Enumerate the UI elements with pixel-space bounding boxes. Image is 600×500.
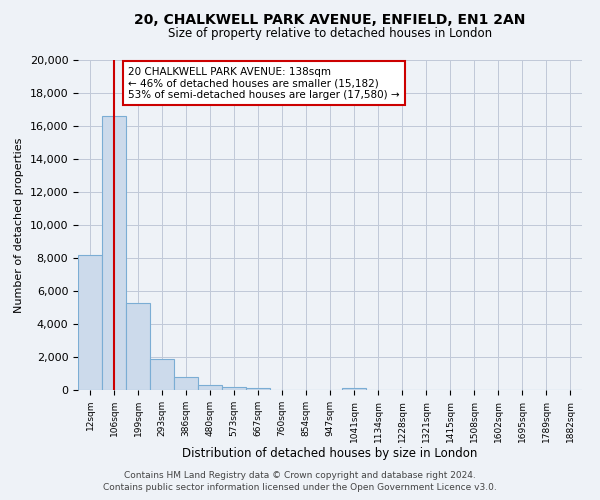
Bar — [174, 377, 198, 390]
Bar — [246, 388, 270, 390]
Bar — [198, 384, 222, 390]
Bar — [150, 360, 174, 390]
Text: 20, CHALKWELL PARK AVENUE, ENFIELD, EN1 2AN: 20, CHALKWELL PARK AVENUE, ENFIELD, EN1 … — [134, 12, 526, 26]
Bar — [126, 302, 150, 390]
Text: Contains HM Land Registry data © Crown copyright and database right 2024.: Contains HM Land Registry data © Crown c… — [124, 471, 476, 480]
Bar — [78, 254, 102, 390]
Text: 20 CHALKWELL PARK AVENUE: 138sqm
← 46% of detached houses are smaller (15,182)
5: 20 CHALKWELL PARK AVENUE: 138sqm ← 46% o… — [128, 66, 400, 100]
Bar — [222, 386, 246, 390]
Bar — [342, 388, 366, 390]
Bar — [102, 116, 126, 390]
Text: Contains public sector information licensed under the Open Government Licence v3: Contains public sector information licen… — [103, 484, 497, 492]
X-axis label: Distribution of detached houses by size in London: Distribution of detached houses by size … — [182, 448, 478, 460]
Y-axis label: Number of detached properties: Number of detached properties — [14, 138, 24, 312]
Text: Size of property relative to detached houses in London: Size of property relative to detached ho… — [168, 28, 492, 40]
